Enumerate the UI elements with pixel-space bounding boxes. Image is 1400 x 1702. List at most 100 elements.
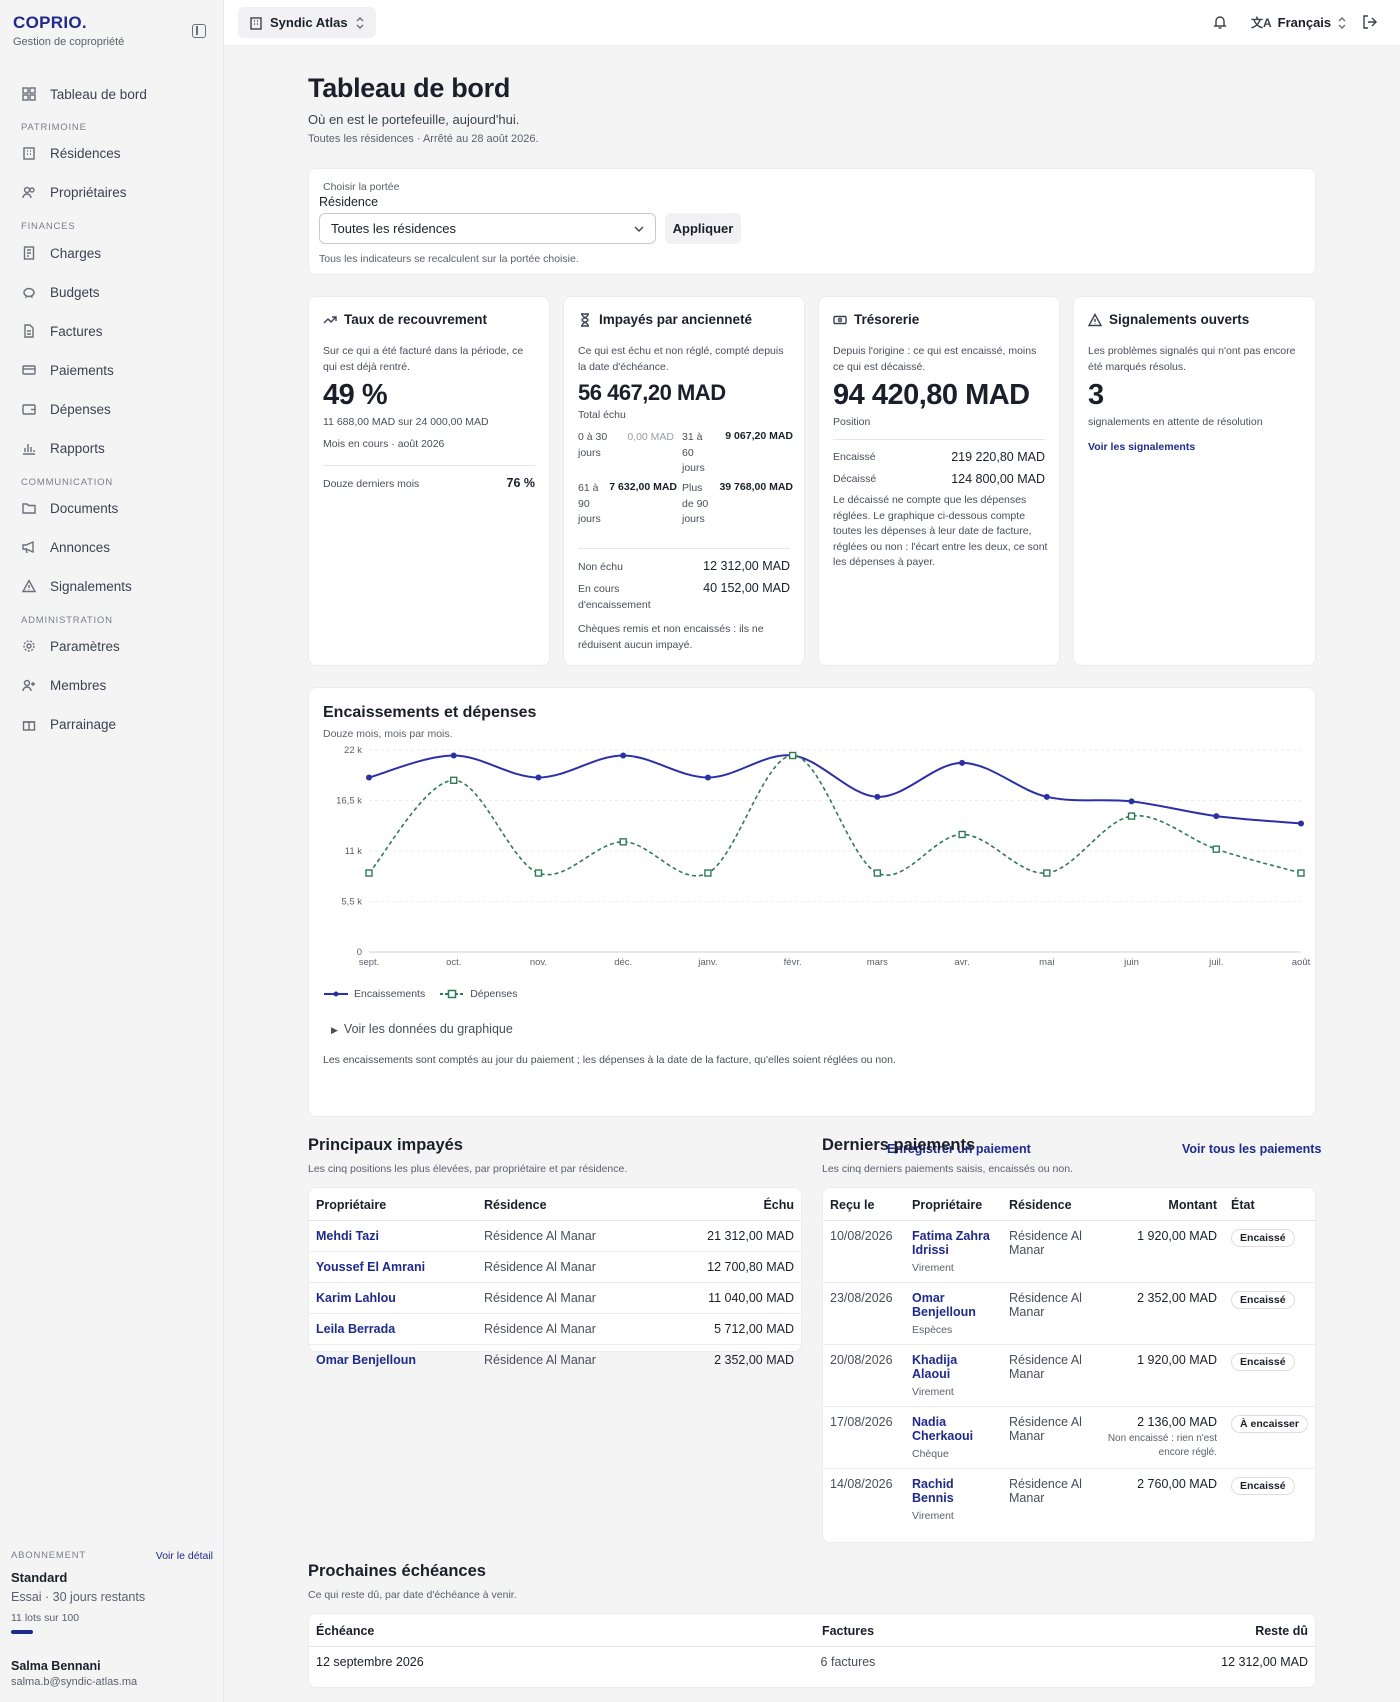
org-switcher[interactable]: Syndic Atlas [238,7,376,38]
owner-link[interactable]: Leila Berrada [309,1313,477,1345]
subscription-header: ABONNEMENT Voir le détail [11,1550,213,1562]
chart-data-toggle-label: Voir les données du graphique [343,1022,513,1036]
brand[interactable]: COPRIO. Gestion de copropriété [13,13,124,48]
amount-note: Non encaissé : rien n'est encore réglé. [1107,1433,1218,1458]
table-row: 14/08/2026 Rachid Bennis Virement Résiden… [823,1469,1315,1531]
logout-icon[interactable] [1362,14,1378,30]
divider [578,548,790,549]
nav-item-expenses[interactable]: Dépenses [14,394,210,424]
column-header: Factures [729,1614,967,1647]
collapse-sidebar-icon[interactable] [192,24,206,38]
view-reports-link[interactable]: Voir les signalements [1088,441,1196,453]
kpi-aging-pending-value: 40 152,00 MAD [703,581,790,595]
chevron-updown-icon [356,16,364,29]
data-point [535,774,542,781]
table-header-row: Propriétaire Résidence Échu [309,1188,801,1221]
subscription-detail-link[interactable]: Voir le détail [155,1550,213,1562]
owner-cell: Omar Benjelloun Espèces [905,1282,1002,1345]
nav-item-charges[interactable]: Charges [14,238,210,268]
owner-link[interactable]: Omar Benjelloun [316,1353,417,1367]
data-point [704,774,711,781]
user-profile[interactable]: Salma Bennani salma.b@syndic-atlas.ma [11,1659,137,1688]
status-badge: Encaissé [1231,1477,1295,1495]
kpi-recovery-period: Mois en cours · août 2026 [323,438,445,450]
nav-item-label: Rapports [50,440,105,456]
chart-data-toggle[interactable]: ▶ Voir les données du graphique [331,1022,513,1036]
amount-cell: 2 136,00 MAD Non encaissé : rien n'est en… [1092,1406,1225,1469]
nav-item-budgets[interactable]: Budgets [14,277,210,307]
payment-method: Virement [912,1262,954,1274]
kpi-treasury-in-label: Encaissé [833,451,876,463]
nav-item-label: Tableau de bord [50,86,147,102]
bar-chart-icon [22,441,36,455]
language-switcher[interactable]: 文A Français [1251,14,1347,31]
data-point [365,869,373,877]
nav-item-announcements[interactable]: Annonces [14,532,210,562]
nav-item-documents[interactable]: Documents [14,493,210,523]
subscription-panel: ABONNEMENT Voir le détail Standard Essai… [11,1550,213,1634]
nav-item-owners[interactable]: Propriétaires [14,177,210,207]
chart-note: Les encaissements sont comptés au jour d… [323,1054,896,1066]
aging-bucket-label: 61 à 90 jours [578,482,601,525]
view-all-payments-link[interactable]: Voir tous les paiements [1182,1142,1322,1156]
table-row: 12 septembre 2026 6 factures 12 312,00 M… [309,1647,1315,1678]
bell-icon[interactable] [1212,14,1228,30]
nav-item-label: Factures [50,323,103,339]
owner-link[interactable]: Mehdi Tazi [309,1220,477,1252]
series-line-depenses [368,754,1302,877]
main-content: Tableau de bord Où en est le portefeuill… [224,46,1400,1702]
nav-item-invoices[interactable]: Factures [14,316,210,346]
payment-method: Virement [912,1386,954,1398]
owner-link[interactable]: Youssef El Amrani [309,1251,477,1283]
nav-item-settings[interactable]: Paramètres [14,631,210,661]
y-tick-label: 22 k [344,745,362,756]
subscription-trial: Essai · 30 jours restants [11,1590,146,1604]
nav-item-label: Propriétaires [50,184,127,200]
kpi-treasury-desc: Depuis l'origine : ce qui est encaissé, … [833,345,1037,373]
nav-item-members[interactable]: Membres [14,670,210,700]
brand-logo[interactable]: COPRIO. [13,13,87,32]
scope-label: Choisir la portée [323,181,400,193]
payment-method: Espèces [912,1324,953,1336]
owner-link[interactable]: Khadija Alaoui [912,1353,958,1381]
owner-link[interactable]: Fatima Zahra Idrissi [912,1229,990,1257]
x-tick-label: janv. [697,957,717,968]
aging-bucket-label: 31 à 60 jours [682,431,705,474]
page-title: Tableau de bord [308,73,511,103]
nav-item-payments[interactable]: Paiements [14,355,210,385]
nav-item-reports[interactable]: Rapports [14,433,210,463]
gift-icon [22,717,36,731]
nav-item-dashboard[interactable]: Tableau de bord [14,79,210,109]
date-cell: 20/08/2026 [823,1344,905,1407]
nav-section-administration: ADMINISTRATION [21,615,113,626]
data-point [620,752,627,759]
nav-item-label: Paiements [50,362,114,378]
owner-link[interactable]: Omar Benjelloun [912,1291,976,1319]
user-plus-icon [22,678,36,692]
owner-link[interactable]: Rachid Bennis [912,1477,954,1505]
kpi-title-text: Impayés par ancienneté [599,312,753,327]
nav-item-label: Résidences [50,145,121,161]
status-cell: Encaissé [1224,1282,1315,1345]
record-payment-link[interactable]: Enregistrer un paiement [887,1142,1031,1156]
nav-item-residences[interactable]: Résidences [14,138,210,168]
aging-bucket-label: 0 à 30 jours [578,431,608,459]
data-point [1043,869,1051,877]
chart-card: Encaissements et dépenses Douze mois, mo… [308,687,1316,1117]
x-tick-label: juil. [1208,957,1223,968]
owner-link[interactable]: Karim Lahlou [309,1282,477,1314]
table-row: Omar Benjelloun Résidence Al Manar 2 352,0… [309,1345,801,1376]
kpi-treasury-value: 94 420,80 MAD [833,379,1030,411]
legend-depenses: Dépenses [439,988,517,1000]
building-icon [250,16,262,30]
owner-link[interactable]: Nadia Cherkaoui [912,1415,974,1443]
hourglass-icon [581,312,589,327]
sidebar: COPRIO. Gestion de copropriété Tableau d… [0,0,224,1702]
amount-cell: 11 040,00 MAD [656,1282,801,1314]
apply-button[interactable]: Appliquer [665,213,741,244]
warning-triangle-icon [22,579,36,593]
nav-item-referral[interactable]: Parrainage [14,709,210,739]
kpi-reports-value-label: signalements en attente de résolution [1088,416,1263,428]
residence-select[interactable]: Toutes les résidences [319,213,656,244]
nav-item-reports-issues[interactable]: Signalements [14,571,210,601]
